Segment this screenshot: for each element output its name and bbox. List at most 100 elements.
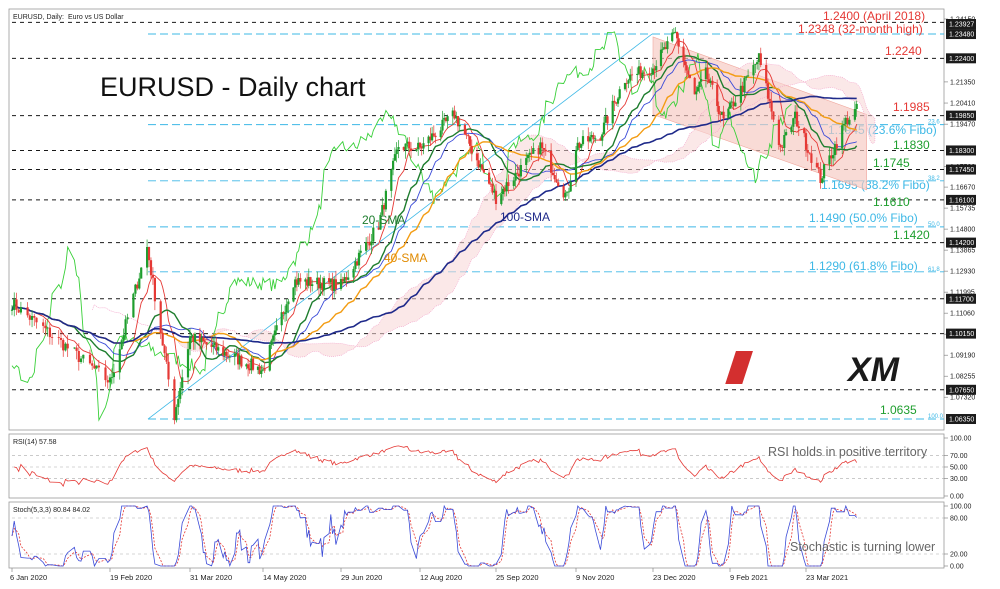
stoch-tick-label: 20.00	[950, 552, 968, 559]
candle-body	[779, 144, 782, 147]
candle-body	[439, 130, 442, 138]
candle-body	[688, 74, 691, 78]
chart-title: EURUSD - Daily chart	[100, 72, 366, 102]
candle-body	[431, 133, 434, 141]
candle-body	[331, 278, 334, 291]
candle-body	[709, 80, 712, 83]
candle-body	[88, 354, 92, 364]
candle-body	[193, 333, 197, 343]
level-label: 1.2240	[885, 44, 922, 58]
candle-body	[217, 347, 220, 351]
candle-body	[526, 154, 530, 159]
candle-body	[677, 38, 680, 47]
price-badge	[946, 194, 976, 205]
candle-body	[567, 191, 570, 193]
candle-body	[26, 307, 29, 316]
candle-body	[237, 353, 240, 365]
candle-body	[163, 345, 166, 354]
date-tick-label: 9 Feb 2021	[730, 573, 768, 582]
price-badge-label: 1.07650	[949, 387, 974, 394]
candle-body	[304, 279, 307, 282]
date-tick-label: 29 Jun 2020	[341, 573, 382, 582]
candle-body	[615, 102, 618, 104]
candle-body	[661, 49, 664, 51]
level-label: 1.2400 (April 2018)	[823, 9, 925, 23]
candle-body	[821, 178, 824, 183]
candle-body	[77, 351, 80, 362]
stoch-d-line	[11, 505, 857, 567]
candle-body	[828, 155, 831, 165]
candle-body	[95, 365, 98, 369]
price-tick-label: 1.07320	[950, 395, 975, 402]
candle-body	[544, 149, 547, 151]
price-badge	[946, 237, 976, 248]
instrument-description: Euro vs US Dollar	[68, 14, 124, 21]
candle-body	[643, 72, 646, 74]
level-label: 1.1290 (61.8% Fibo)	[809, 259, 918, 273]
candle-body	[844, 117, 847, 125]
candle-body	[270, 340, 273, 345]
candle-body	[594, 138, 597, 140]
price-tick-label: 1.19470	[950, 122, 975, 129]
candle-body	[250, 358, 253, 371]
candle-body	[722, 111, 725, 119]
candle-body	[469, 136, 472, 146]
candle-body	[106, 380, 109, 383]
sma100-line	[11, 95, 857, 344]
candle-body	[392, 160, 395, 170]
fibo-tag: 61.8	[928, 267, 940, 273]
candle-body	[159, 301, 162, 334]
rsi-panel	[8, 433, 945, 499]
candle-body	[564, 192, 567, 198]
candle-body	[299, 278, 302, 282]
candle-body	[146, 247, 149, 268]
date-tick-label: 19 Feb 2020	[110, 573, 152, 582]
candle-body	[124, 319, 127, 336]
candle-body	[576, 142, 579, 150]
candle-body	[359, 250, 362, 253]
candle-body	[741, 85, 744, 92]
candle-body	[205, 342, 208, 345]
candle-body	[64, 343, 67, 351]
candle-body	[406, 141, 409, 144]
candle-body	[551, 172, 554, 175]
candle-body	[28, 315, 31, 320]
candle-body	[153, 277, 156, 302]
price-badge-label: 1.23927	[949, 22, 974, 29]
candle-body	[491, 183, 494, 193]
rsi-indicator: 100.00 70.00 50.00 30.00 0.00	[12, 436, 972, 501]
candle-body	[15, 299, 18, 310]
candle-body	[542, 148, 546, 150]
candle-body	[653, 68, 656, 71]
candle-body	[366, 242, 369, 243]
rsi-note: RSI holds in positive territory	[768, 445, 928, 459]
candle-body	[333, 279, 336, 291]
candle-body	[842, 124, 846, 126]
candle-body	[190, 336, 193, 337]
candle-body	[222, 347, 225, 356]
candle-body	[819, 168, 822, 183]
candle-body	[797, 126, 800, 129]
candle-body	[855, 103, 858, 109]
price-badge-label: 1.19850	[949, 113, 974, 120]
candle-body	[238, 355, 241, 365]
rsi-line	[14, 445, 858, 487]
price-badge	[946, 164, 976, 175]
candle-body	[772, 111, 775, 120]
candle-body	[555, 179, 558, 183]
candle-body	[372, 227, 375, 242]
candle-body	[503, 188, 506, 192]
candle-body	[408, 141, 411, 149]
candle-body	[441, 119, 444, 131]
candle-body	[149, 260, 153, 276]
candle-body	[283, 312, 287, 314]
candle-body	[700, 79, 703, 82]
candle-body	[532, 148, 535, 154]
candle-body	[458, 124, 461, 127]
candle-body	[720, 111, 724, 115]
candle-body	[181, 377, 184, 388]
logo-text: XM	[846, 351, 900, 389]
price-badge	[946, 414, 976, 425]
candle-body	[17, 309, 20, 313]
candle-body	[770, 100, 773, 112]
